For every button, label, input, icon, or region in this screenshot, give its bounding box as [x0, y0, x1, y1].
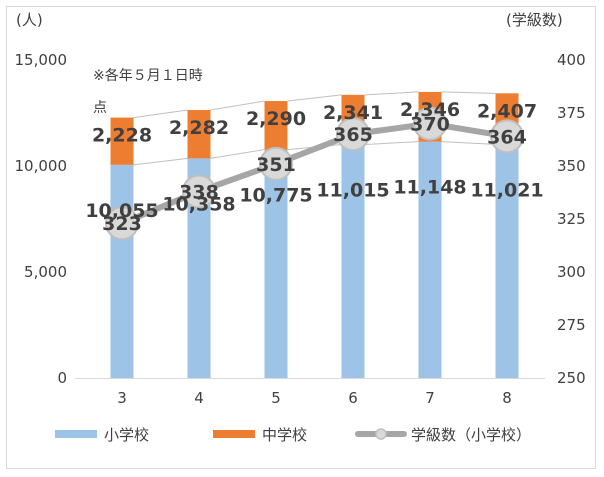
bar-secondary-label-8: 2,407 [477, 100, 537, 122]
line-label-7: 370 [410, 114, 450, 136]
bar-secondary-label-5: 2,290 [246, 108, 306, 130]
legend-swatch-primary [55, 430, 97, 438]
legend-label-primary: 小学校 [104, 426, 149, 444]
line-series: 323 338 351 365 370 364 [102, 106, 527, 241]
chart-note-line-2: 点 [93, 100, 107, 116]
bar-primary-7 [418, 141, 442, 378]
bar-secondary-5 [264, 101, 288, 150]
category-label-7: 7 [425, 389, 435, 407]
bar-secondary-label-3: 2,228 [92, 125, 152, 147]
tick-labels: 05,00010,00015,0002502753003253503754003… [15, 51, 586, 407]
bar-primary-6 [341, 144, 365, 378]
line-label-8: 364 [487, 126, 527, 148]
category-label-3: 3 [117, 389, 127, 407]
series-line-primary-1 [210, 149, 265, 159]
legend-swatch-secondary [213, 430, 255, 438]
right-tick-4: 350 [557, 157, 586, 175]
series-line-top-0 [133, 109, 188, 119]
bar-primary-5 [264, 149, 288, 378]
series-line-primary-0 [133, 157, 188, 166]
series-connector-lines [133, 91, 496, 166]
line-label-3: 323 [102, 213, 142, 235]
bar-primary-label-3: 10,055 [85, 200, 158, 222]
data-labels: 2,228 10,055 2,282 10,358 2,290 10,775 2,341 11… [85, 99, 543, 222]
line-label-5: 351 [256, 154, 296, 176]
right-tick-3: 325 [557, 210, 586, 228]
category-label-8: 8 [502, 389, 512, 407]
right-tick-6: 400 [557, 51, 586, 69]
bar-secondary-label-6: 2,341 [323, 102, 383, 124]
left-tick-1: 5,000 [24, 263, 67, 281]
series-line-top-4 [441, 91, 496, 94]
line-label-4: 338 [179, 181, 219, 203]
line-label-6: 365 [333, 124, 373, 146]
category-label-4: 4 [194, 389, 204, 407]
left-tick-2: 10,000 [15, 157, 68, 175]
series-line-primary-3 [364, 141, 419, 145]
chart-note-line-1: ※各年５月１日時 [93, 68, 203, 84]
bar-secondary-label-7: 2,346 [400, 99, 460, 121]
right-tick-5: 375 [557, 104, 586, 122]
series-line-top-3 [364, 91, 419, 96]
bar-primary-label-4: 10,358 [162, 193, 235, 215]
line-marker-5 [259, 146, 293, 181]
bar-secondary-label-4: 2,282 [169, 117, 229, 139]
bar-primary-label-7: 11,148 [393, 177, 466, 199]
category-label-6: 6 [348, 389, 358, 407]
series-line-top-2 [287, 94, 342, 102]
right-tick-2: 300 [557, 263, 586, 281]
series-line-primary-4 [441, 141, 496, 145]
left-tick-0: 0 [57, 369, 67, 387]
left-axis-unit: (人) [16, 11, 43, 29]
line-marker-8 [490, 119, 524, 154]
right-tick-1: 275 [557, 316, 586, 334]
right-axis-unit: (学級数) [506, 11, 563, 29]
bar-primary-label-8: 11,021 [470, 179, 543, 201]
bar-primary-3 [110, 164, 134, 378]
bar-primary-8 [495, 144, 519, 378]
legend-label-secondary: 中学校 [262, 426, 307, 444]
bar-primary-label-6: 11,015 [316, 179, 389, 201]
bar-secondary-3 [110, 117, 134, 165]
line-marker-7 [413, 106, 447, 141]
right-tick-0: 250 [557, 369, 586, 387]
legend-label-line: 学級数（小学校） [411, 426, 531, 444]
line-marker-6 [336, 117, 370, 152]
series-line-top-1 [210, 100, 265, 111]
bar-secondary-4 [187, 110, 211, 159]
left-tick-3: 15,000 [15, 51, 68, 69]
line-marker-3 [105, 206, 139, 241]
legend: 小学校 中学校 学級数（小学校） [55, 426, 531, 444]
line-marker-4 [182, 174, 216, 209]
bar-primary-label-5: 10,775 [239, 185, 312, 207]
legend-swatch-marker [375, 428, 387, 440]
category-label-5: 5 [271, 389, 281, 407]
bar-primary-4 [187, 158, 211, 378]
